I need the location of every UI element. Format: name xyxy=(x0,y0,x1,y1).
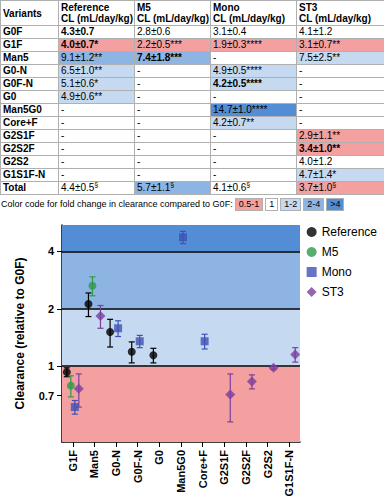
svg-text:G1F: G1F xyxy=(67,450,79,472)
html-text:CL (mL/day/kg): CL (mL/day/kg) xyxy=(137,13,209,24)
svg-text:G0-N: G0-N xyxy=(110,450,122,476)
html-text:4.9±0.5****: 4.9±0.5**** xyxy=(213,65,262,76)
html-text:G1S1F-N: G1S1F-N xyxy=(3,169,46,180)
html-text:Man5: Man5 xyxy=(3,52,29,63)
html-text:14.7±1.0****: 14.7±1.0**** xyxy=(213,104,268,115)
html-text:Variants: Variants xyxy=(3,7,42,19)
html-text:5.1±0.6*: 5.1±0.6* xyxy=(61,78,99,89)
html-text:ST3: ST3 xyxy=(299,2,318,13)
svg-text:G1S1F-N: G1S1F-N xyxy=(283,450,295,497)
svg-text:G0F-N: G0F-N xyxy=(132,450,144,483)
svg-text:ST3: ST3 xyxy=(322,285,344,299)
html-text:M5: M5 xyxy=(137,2,151,13)
html-text:1: 1 xyxy=(269,199,275,209)
html-text:4.0±1.2: 4.0±1.2 xyxy=(299,156,333,167)
html-text:4.7±1.4*: 4.7±1.4* xyxy=(299,169,337,180)
html-text:4.9±0.6**: 4.9±0.6** xyxy=(61,91,103,102)
html-text:4.0±0.7*: 4.0±0.7* xyxy=(61,39,99,50)
svg-text:4: 4 xyxy=(48,245,55,257)
html-text:4.1±0.6§: 4.1±0.6§ xyxy=(213,180,251,193)
html-text:3.4±1.0**: 3.4±1.0** xyxy=(299,143,341,154)
svg-text:Man5: Man5 xyxy=(88,450,100,478)
svg-text:G2S2F: G2S2F xyxy=(240,450,252,485)
html-text:1-2: 1-2 xyxy=(284,199,298,209)
svg-text:0.7: 0.7 xyxy=(39,390,54,402)
html-text:3.1±0.4: 3.1±0.4 xyxy=(213,26,247,37)
html-text:4.3±0.7: 4.3±0.7 xyxy=(61,26,95,37)
html-text:CL (mL/day/kg): CL (mL/day/kg) xyxy=(61,13,133,24)
html-text:7.5±2.5**: 7.5±2.5** xyxy=(299,52,341,63)
html-text:G1F: G1F xyxy=(3,39,23,50)
html-text:Man5G0: Man5G0 xyxy=(3,104,42,115)
svg-text:Mono: Mono xyxy=(322,265,352,279)
html-text:Mono: Mono xyxy=(213,2,240,13)
html-text:>4: >4 xyxy=(330,199,341,209)
html-text:Color code for fold change in: Color code for fold change in clearance … xyxy=(1,199,233,209)
html-text:2.8±0.6: 2.8±0.6 xyxy=(137,26,171,37)
svg-text:Clearance (relative to G0F): Clearance (relative to G0F) xyxy=(13,257,27,409)
html-text:7.4±1.8***: 7.4±1.8*** xyxy=(137,52,182,63)
html-text:4.2±0.7**: 4.2±0.7** xyxy=(213,117,255,128)
html-text:G2S2F: G2S2F xyxy=(3,143,35,154)
html-text:G0F: G0F xyxy=(3,26,23,37)
html-text:4.2±0.5****: 4.2±0.5**** xyxy=(213,78,262,89)
html-text:3.1±0.7**: 3.1±0.7** xyxy=(299,39,341,50)
html-text:4.1±1.2: 4.1±1.2 xyxy=(299,26,333,37)
html-text:CL (mL/day/kg): CL (mL/day/kg) xyxy=(299,13,371,24)
html-text:2.2±0.5***: 2.2±0.5*** xyxy=(137,39,182,50)
html-text:0.5-1: 0.5-1 xyxy=(238,199,260,209)
html-text:2-4: 2-4 xyxy=(307,199,321,209)
html-text:G0-N: G0-N xyxy=(3,65,27,76)
html-text:G2S1F: G2S1F xyxy=(3,130,35,141)
svg-text:G0: G0 xyxy=(153,450,165,465)
html-text:Total: Total xyxy=(3,182,27,193)
html-text:6.5±1.0**: 6.5±1.0** xyxy=(61,65,103,76)
svg-text:G2S1F: G2S1F xyxy=(218,450,230,485)
html-text:CL (mL/day/kg): CL (mL/day/kg) xyxy=(213,13,285,24)
html-text:1.9±0.3****: 1.9±0.3**** xyxy=(213,39,262,50)
html-text:4.4±0.5§: 4.4±0.5§ xyxy=(61,180,99,193)
html-text:Core+F: Core+F xyxy=(3,117,38,128)
svg-text:Man5G0: Man5G0 xyxy=(175,450,187,493)
svg-text:2: 2 xyxy=(48,303,54,315)
svg-text:Core+F: Core+F xyxy=(197,450,209,488)
html-text:5.7±1.1§: 5.7±1.1§ xyxy=(137,180,175,193)
svg-text:M5: M5 xyxy=(322,245,339,259)
html-text:9.1±1.2**: 9.1±1.2** xyxy=(61,52,103,63)
svg-text:G2S2: G2S2 xyxy=(262,450,274,478)
svg-text:Reference: Reference xyxy=(322,225,378,239)
html-text:Reference: Reference xyxy=(61,2,110,13)
html-text:2.9±1.1**: 2.9±1.1** xyxy=(299,130,341,141)
svg-text:1: 1 xyxy=(48,360,54,372)
html-text:G2S2: G2S2 xyxy=(3,156,29,167)
html-text:G0: G0 xyxy=(3,91,17,102)
html-text:3.7±1.0§: 3.7±1.0§ xyxy=(299,180,337,193)
html-text:G0F-N: G0F-N xyxy=(3,78,33,89)
